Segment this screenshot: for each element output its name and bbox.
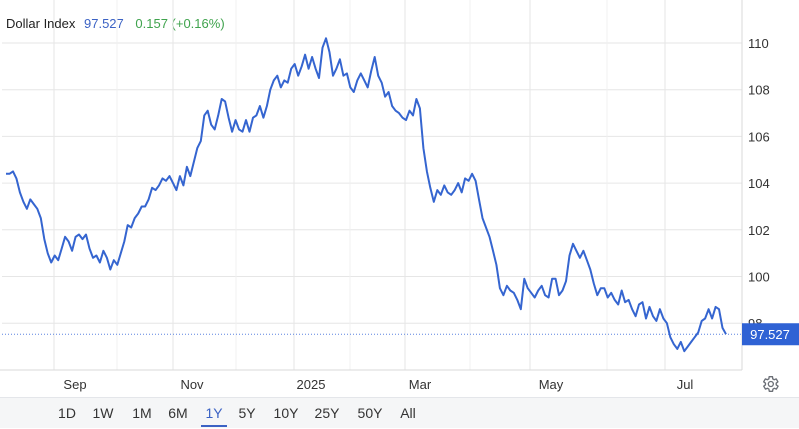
range-button-6m[interactable]: 6M bbox=[168, 405, 188, 421]
x-tick-label: Mar bbox=[409, 377, 432, 392]
x-tick-label: 2025 bbox=[297, 377, 326, 392]
y-tick-label: 108 bbox=[748, 83, 770, 98]
x-tick-label: Nov bbox=[180, 377, 204, 392]
last-value-label: 97.527 bbox=[750, 327, 790, 342]
price-change: 0.157 (+0.16%) bbox=[135, 16, 225, 31]
range-button-10y[interactable]: 10Y bbox=[273, 405, 299, 421]
range-button-50y[interactable]: 50Y bbox=[357, 405, 383, 421]
y-tick-label: 100 bbox=[748, 270, 770, 285]
last-price: 97.527 bbox=[84, 16, 124, 31]
range-button-1y[interactable]: 1Y bbox=[201, 398, 227, 427]
y-tick-label: 110 bbox=[748, 36, 769, 51]
range-button-5y[interactable]: 5Y bbox=[238, 405, 256, 421]
y-tick-label: 104 bbox=[748, 176, 770, 191]
range-selector: 1D 1W 1M 6M 1Y 5Y 10Y 25Y 50Y All bbox=[0, 397, 799, 428]
x-tick-label: Sep bbox=[63, 377, 86, 392]
range-button-1d[interactable]: 1D bbox=[58, 405, 76, 421]
range-button-1m[interactable]: 1M bbox=[132, 405, 152, 421]
instrument-name: Dollar Index bbox=[6, 16, 76, 31]
quote-header: Dollar Index 97.527 0.157 (+0.16%) bbox=[6, 16, 225, 31]
gear-icon[interactable] bbox=[760, 374, 780, 394]
y-tick-label: 106 bbox=[748, 129, 770, 144]
x-tick-label: Jul bbox=[677, 377, 694, 392]
price-chart[interactable]: 98100102104106108110SepNov2025MarMayJul9… bbox=[0, 0, 799, 397]
last-value-tag bbox=[742, 323, 799, 346]
range-button-25y[interactable]: 25Y bbox=[314, 405, 340, 421]
range-button-1w[interactable]: 1W bbox=[92, 405, 114, 421]
x-tick-label: May bbox=[539, 377, 564, 392]
y-tick-label: 102 bbox=[748, 223, 770, 238]
series-line bbox=[6, 37, 727, 353]
range-button-all[interactable]: All bbox=[400, 405, 416, 421]
